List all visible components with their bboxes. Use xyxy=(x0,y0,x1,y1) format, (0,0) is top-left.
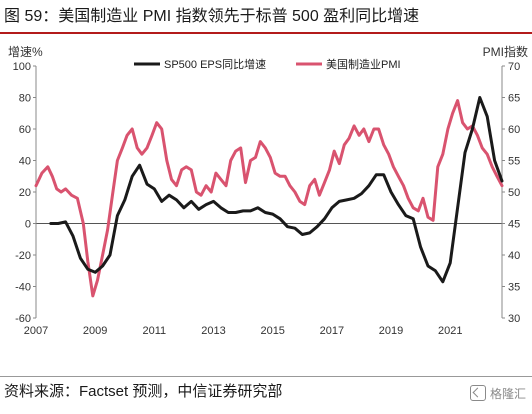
x-tick-label: 2017 xyxy=(320,325,344,337)
right-tick-label: 70 xyxy=(508,61,520,73)
x-tick-label: 2009 xyxy=(83,325,107,337)
right-axis-label: PMI指数 xyxy=(483,44,528,59)
x-tick-label: 2021 xyxy=(438,325,462,337)
left-tick-label: 60 xyxy=(19,124,31,136)
right-tick-label: 55 xyxy=(508,156,520,168)
x-tick-label: 2007 xyxy=(24,325,48,337)
left-axis-ticks: -60 -40 -20 0 20 40 60 80 100 xyxy=(13,61,36,325)
legend-label-pmi: 美国制造业PMI xyxy=(326,57,401,71)
badge-text: 格隆汇 xyxy=(489,386,526,401)
title-divider xyxy=(0,32,532,34)
series-line-eps xyxy=(49,96,504,284)
line-chart: 增速% PMI指数 SP500 EPS同比增速 美国制造业PMI -60-40-… xyxy=(8,44,528,337)
left-tick-label: 20 xyxy=(19,187,31,199)
x-tick-label: 2015 xyxy=(260,325,284,337)
right-tick-label: 65 xyxy=(508,93,520,105)
series-layer xyxy=(34,96,504,298)
badge-logo-icon xyxy=(469,385,486,401)
right-tick-label: 35 xyxy=(508,282,520,294)
left-tick-label: 40 xyxy=(19,156,31,168)
chart-legend: SP500 EPS同比增速 美国制造业PMI xyxy=(134,57,401,71)
left-tick-label: -40 xyxy=(15,282,31,294)
legend-label-eps: SP500 EPS同比增速 xyxy=(164,57,266,71)
x-tick-label: 2011 xyxy=(143,325,167,337)
right-tick-label: 30 xyxy=(508,313,520,325)
watermark-badge: 格隆汇 xyxy=(469,383,526,403)
left-tick-label: -60 xyxy=(15,313,31,325)
x-tick-label: 2019 xyxy=(379,325,403,337)
right-tick-label: 45 xyxy=(508,219,520,231)
source-note: 资料来源：Factset 预测，中信证券研究部 xyxy=(4,383,283,400)
figure-title: 图 59：美国制造业 PMI 指数领先于标普 500 盈利同比增速 xyxy=(4,8,420,25)
left-tick-label: 100 xyxy=(13,61,31,73)
footer-divider xyxy=(0,376,532,377)
series-line-pmi xyxy=(34,99,504,298)
left-tick-label: 80 xyxy=(19,93,31,105)
right-tick-label: 60 xyxy=(508,124,520,136)
left-tick-label: -20 xyxy=(15,250,31,262)
x-tick-label: 2013 xyxy=(201,325,225,337)
right-tick-label: 50 xyxy=(508,187,520,199)
left-tick-label: 0 xyxy=(25,219,31,231)
x-axis-ticks: 2007 2009 2011 2013 2015 2017 2019 2021 xyxy=(24,325,463,337)
right-axis-ticks: 30 35 40 45 50 55 60 65 70 xyxy=(502,61,520,325)
right-tick-label: 40 xyxy=(508,250,520,262)
left-axis-label: 增速% xyxy=(8,45,43,59)
